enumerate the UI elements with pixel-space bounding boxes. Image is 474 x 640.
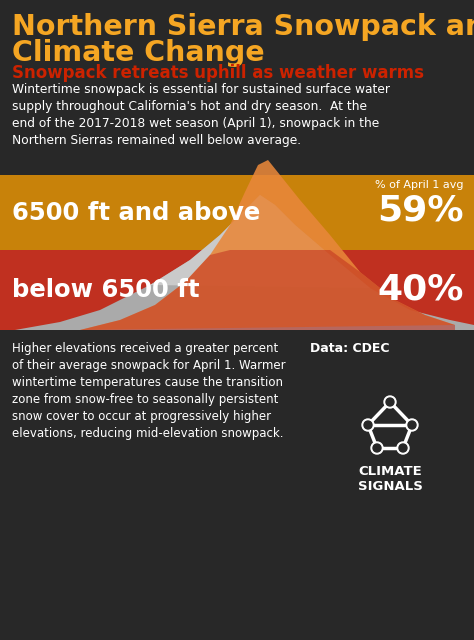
Text: Climate Change: Climate Change [12,39,264,67]
Text: Data: CDEC: Data: CDEC [310,342,390,355]
Circle shape [384,396,396,408]
Polygon shape [15,195,474,330]
Text: Snowpack retreats uphill as weather warms: Snowpack retreats uphill as weather warm… [12,64,424,82]
Circle shape [399,444,407,452]
Circle shape [371,442,383,454]
Circle shape [364,421,372,429]
Text: below 6500 ft: below 6500 ft [12,278,200,302]
Text: Northern Sierra Snowpack and: Northern Sierra Snowpack and [12,13,474,41]
Bar [0,175,474,250]
Text: % of April 1 avg: % of April 1 avg [375,180,464,190]
Polygon shape [150,195,370,288]
Polygon shape [80,160,455,330]
Text: 40%: 40% [378,273,464,307]
Polygon shape [80,250,455,330]
Circle shape [386,398,394,406]
Bar [0,250,474,330]
Text: Wintertime snowpack is essential for sustained surface water
supply throughout C: Wintertime snowpack is essential for sus… [12,83,390,147]
Text: 59%: 59% [377,193,464,227]
Circle shape [362,419,374,431]
Circle shape [406,419,418,431]
Text: Higher elevations received a greater percent
of their average snowpack for April: Higher elevations received a greater per… [12,342,286,440]
Circle shape [408,421,416,429]
Text: 6500 ft and above: 6500 ft and above [12,200,260,225]
Circle shape [373,444,381,452]
Circle shape [397,442,409,454]
Text: CLIMATE
SIGNALS: CLIMATE SIGNALS [357,465,422,493]
